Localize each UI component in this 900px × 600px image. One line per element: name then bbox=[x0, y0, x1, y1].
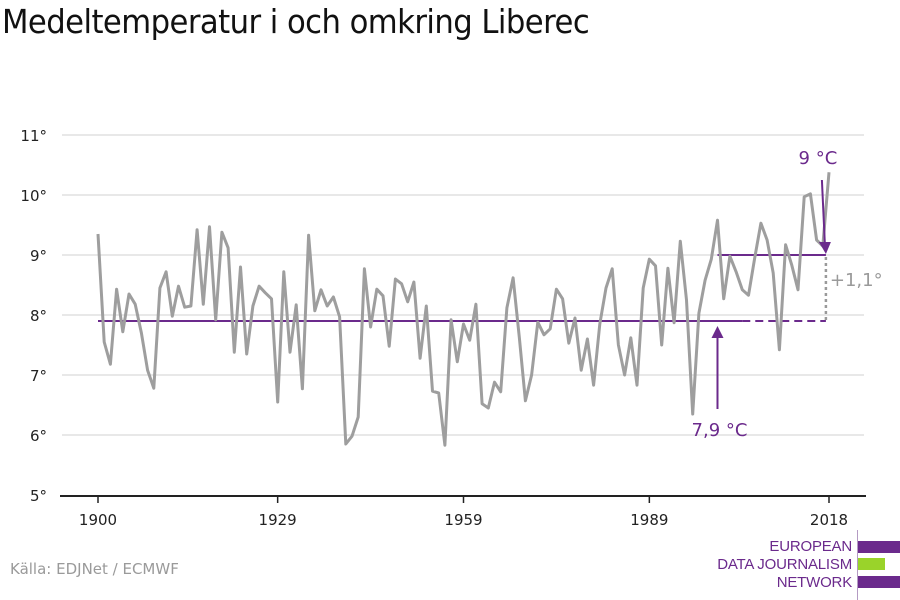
x-axis: 1900 1929 1959 1989 2018 bbox=[60, 495, 866, 529]
y-tick-label: 9° bbox=[30, 247, 47, 265]
reference-lines bbox=[98, 254, 826, 322]
logo-text-data-journalism: DATA JOURNALISM bbox=[717, 556, 852, 573]
series-layer bbox=[96, 172, 831, 447]
y-tick-label: 7° bbox=[30, 367, 47, 385]
y-tick-label: 6° bbox=[30, 427, 47, 445]
y-tick-label: 5° bbox=[30, 487, 47, 505]
logo-divider bbox=[857, 530, 858, 600]
x-tick-label: 1900 bbox=[79, 511, 117, 529]
logo-bar-top bbox=[858, 541, 900, 553]
gridlines bbox=[62, 134, 864, 436]
y-tick-label: 8° bbox=[30, 307, 47, 325]
y-tick-label: 11° bbox=[20, 127, 47, 145]
temperature-line bbox=[96, 172, 831, 447]
annotation-arrow-shaft bbox=[820, 179, 826, 246]
logo-text-network: NETWORK bbox=[776, 574, 852, 591]
source-label: Källa: EDJNet / ECMWF bbox=[10, 560, 179, 578]
y-axis: 5° 6° 7° 8° 9° 10° 11° bbox=[20, 127, 47, 505]
x-tick-label: 1989 bbox=[630, 511, 668, 529]
logo-bar-middle bbox=[858, 558, 885, 570]
logo-text-european: EUROPEAN bbox=[769, 538, 852, 555]
annotation-label-9c: 9 °C bbox=[799, 148, 838, 169]
arrow-up-icon bbox=[711, 326, 724, 338]
x-tick-label: 1929 bbox=[259, 511, 297, 529]
chart-title: Medeltemperatur i och omkring Liberec bbox=[2, 2, 590, 41]
annotation-label-7-9c: 7,9 °C bbox=[692, 420, 748, 441]
edjnet-logo: EUROPEAN DATA JOURNALISM NETWORK bbox=[700, 530, 900, 600]
x-tick-label: 1959 bbox=[444, 511, 482, 529]
annotations: 9 °C 7,9 °C +1,1° bbox=[692, 148, 883, 441]
arrow-down-icon bbox=[818, 242, 831, 254]
y-tick-label: 10° bbox=[20, 187, 47, 205]
delta-label: +1,1° bbox=[830, 270, 883, 291]
x-tick-label: 2018 bbox=[810, 511, 848, 529]
logo-bar-bottom bbox=[858, 576, 900, 588]
